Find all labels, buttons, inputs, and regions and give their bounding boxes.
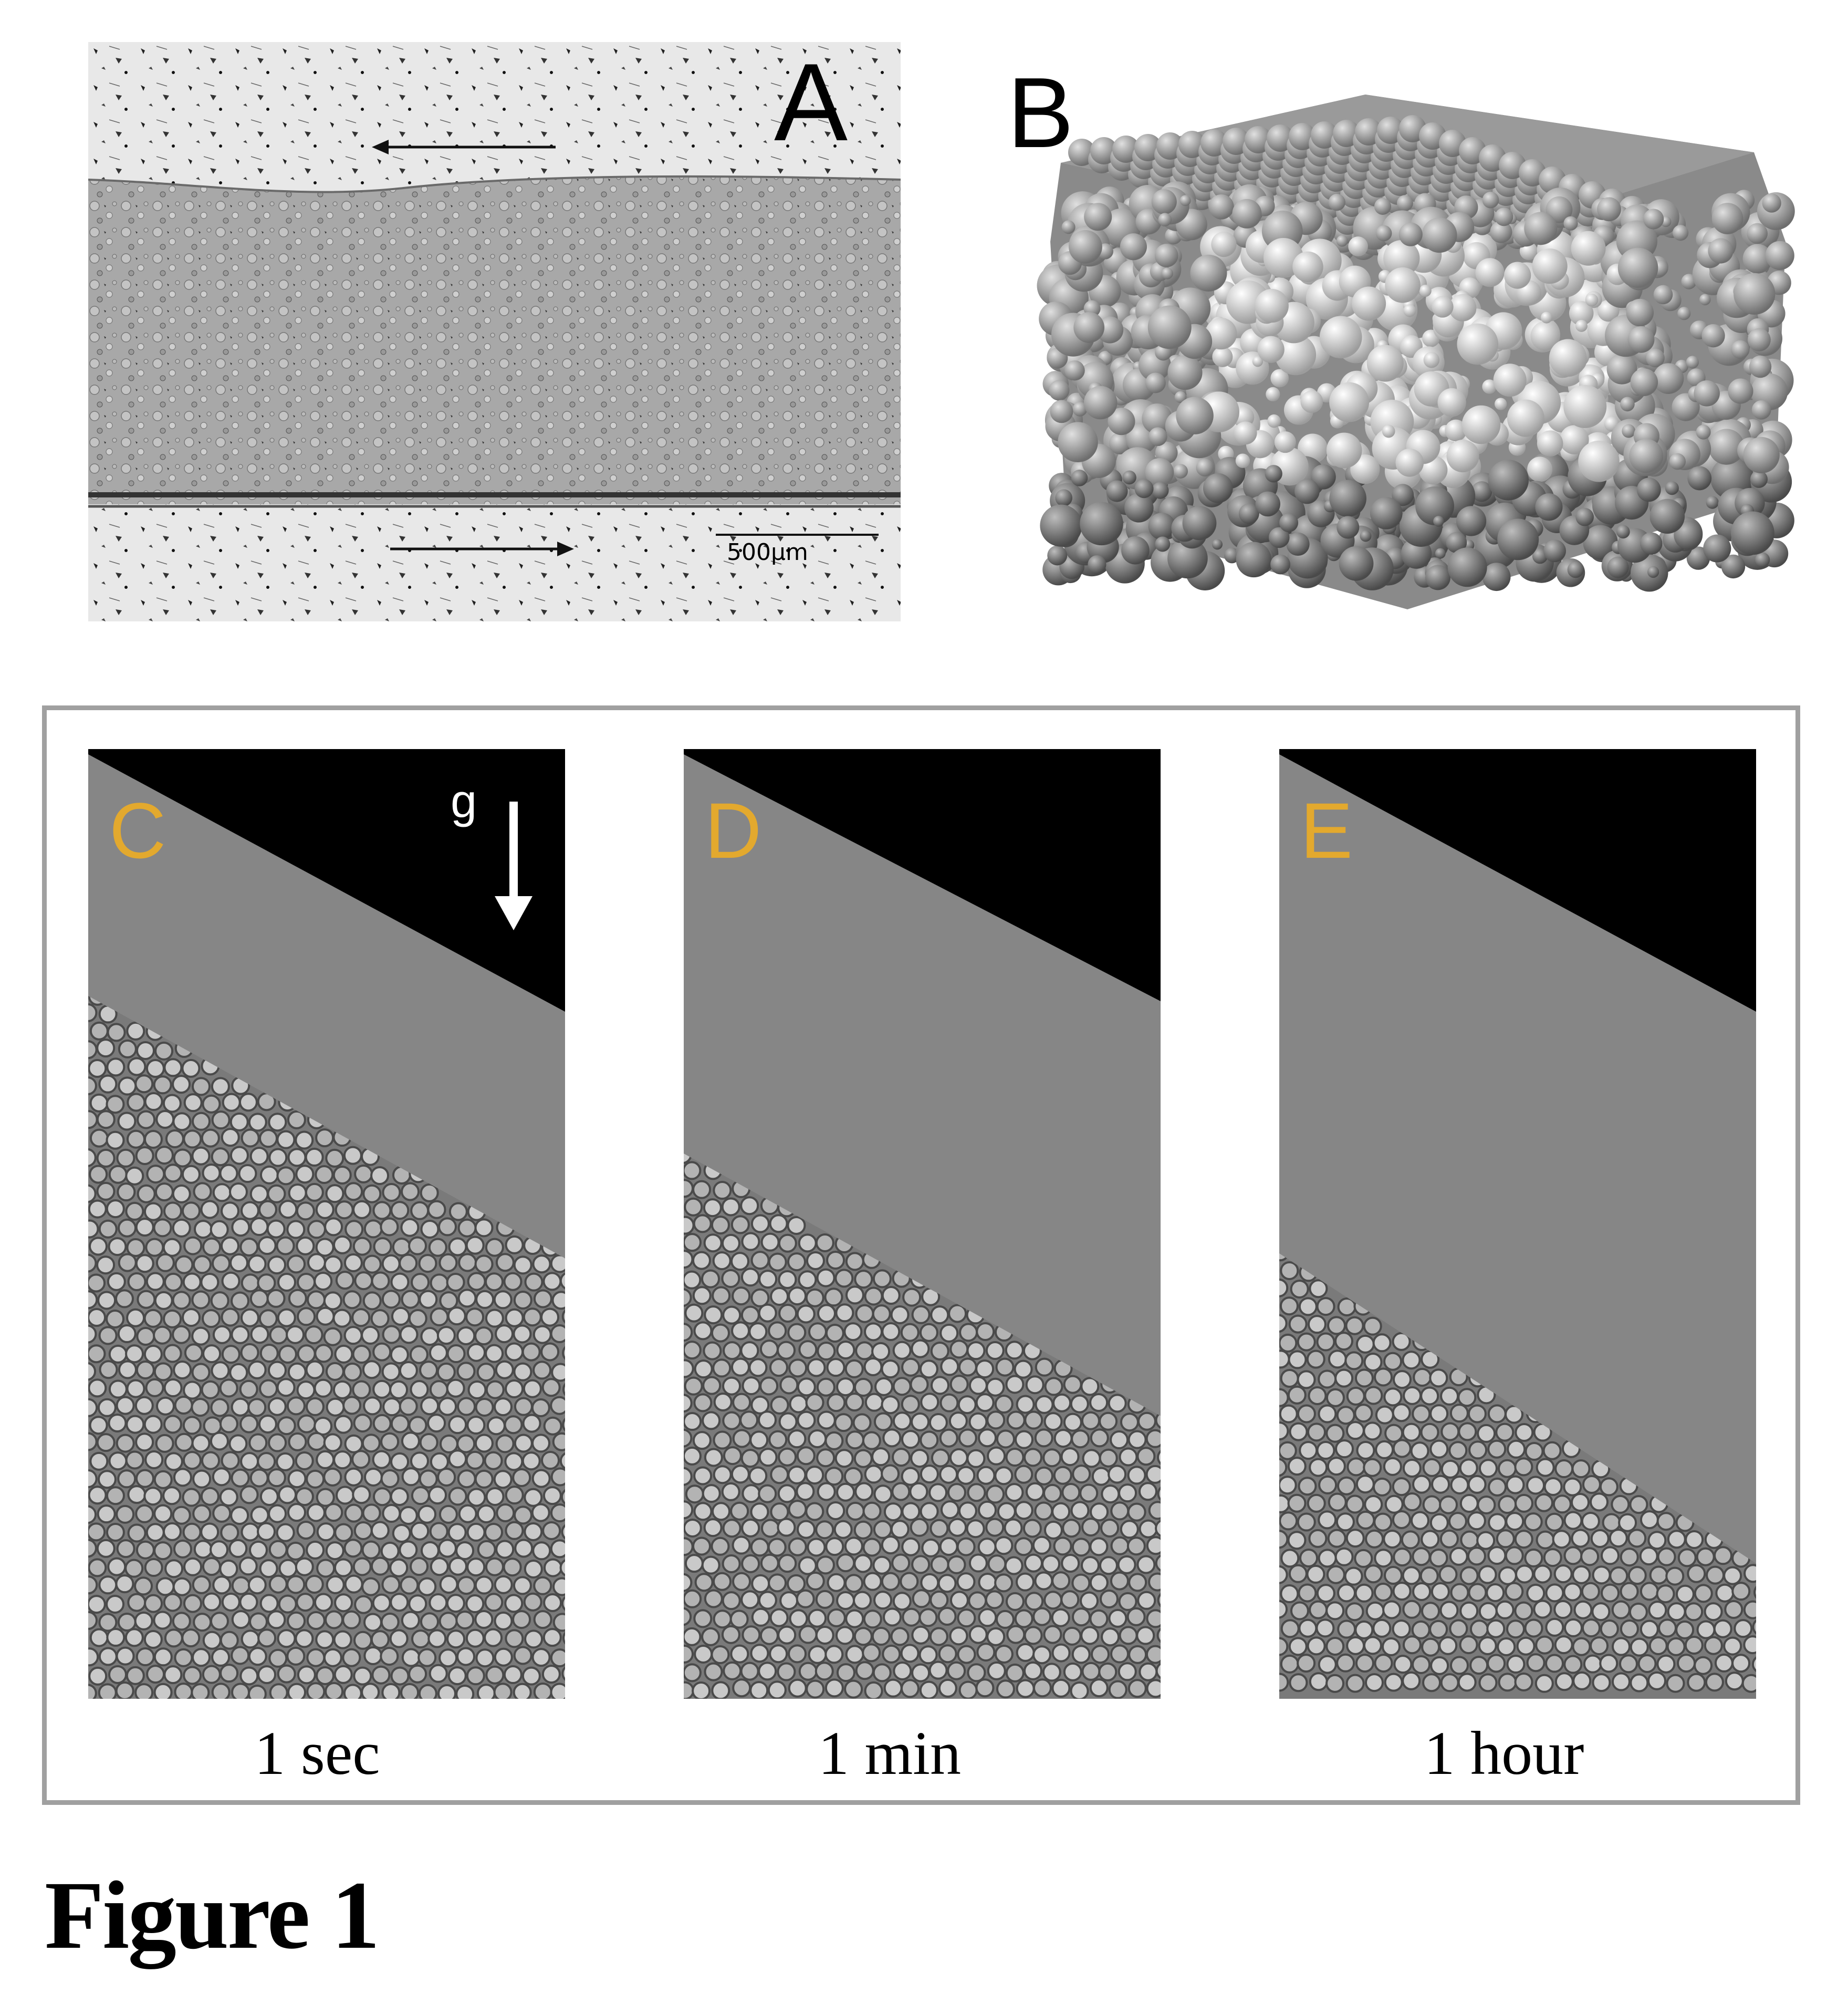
panel-e-image: E	[1279, 749, 1756, 1699]
panel-d-image: D	[684, 749, 1161, 1699]
panel-c-image: C g	[88, 749, 565, 1699]
figure-title: Figure 1	[45, 1862, 380, 1969]
caption-d: 1 min	[818, 1719, 962, 1788]
panel-letter-d: D	[705, 786, 762, 875]
panel-letter-c: C	[109, 786, 166, 875]
sphere-packing-image	[1037, 95, 1795, 609]
time-series-frame	[42, 705, 1800, 1805]
scale-bar-label: 500µm	[727, 539, 808, 566]
panel-letter-e: E	[1300, 786, 1353, 875]
gravity-label: g	[451, 775, 477, 828]
micrograph-image	[88, 42, 901, 621]
bead-pile-image	[1279, 749, 1756, 1699]
panel-b-sphere-render: B	[998, 42, 1796, 620]
panel-letter-b: B	[1007, 57, 1074, 169]
gravity-arrow-icon	[495, 802, 533, 930]
panel-letter-a: A	[774, 42, 848, 164]
bead-pile-image	[88, 749, 565, 1699]
caption-e: 1 hour	[1424, 1719, 1584, 1788]
bead-pile-image	[684, 749, 1161, 1699]
panel-a-micrograph: A 500µm	[88, 42, 901, 621]
caption-c: 1 sec	[254, 1719, 380, 1788]
